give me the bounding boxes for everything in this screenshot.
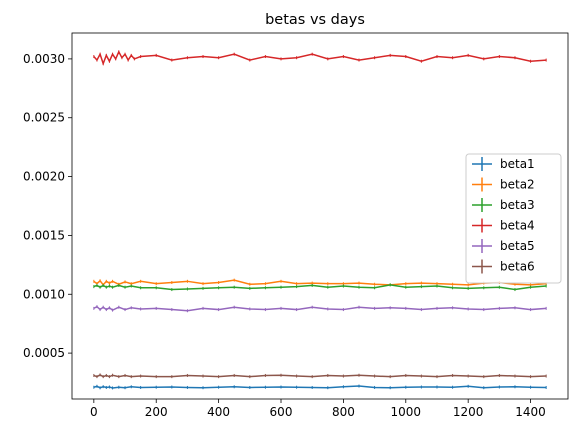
series-line-beta4 xyxy=(93,50,547,66)
series-line-beta3 xyxy=(93,284,547,291)
y-tick-label: 0.0025 xyxy=(23,111,65,125)
legend-label: beta2 xyxy=(500,178,535,192)
y-tick-label: 0.0005 xyxy=(23,346,65,360)
series-beta4 xyxy=(93,50,547,66)
legend-item-beta4: beta4 xyxy=(472,218,535,233)
y-tick-label: 0.0015 xyxy=(23,228,65,242)
legend-label: beta5 xyxy=(500,239,535,253)
x-tick-label: 1200 xyxy=(453,405,484,419)
x-tick-label: 200 xyxy=(145,405,168,419)
legend-item-beta1: beta1 xyxy=(472,157,535,171)
plot-frame xyxy=(71,32,569,400)
x-tick-label: 1000 xyxy=(391,405,422,419)
series-beta1 xyxy=(93,384,547,390)
y-tick-label: 0.0020 xyxy=(23,170,65,184)
x-tick-label: 0 xyxy=(90,405,98,419)
x-tick-label: 600 xyxy=(270,405,293,419)
x-tick-label: 400 xyxy=(207,405,230,419)
legend-label: beta1 xyxy=(500,157,535,171)
legend-item-beta6: beta6 xyxy=(472,259,535,274)
legend: beta1 beta2 beta3 beta4 beta5 beta6 xyxy=(465,153,562,284)
x-tick-label: 1400 xyxy=(515,405,546,419)
legend-label: beta6 xyxy=(500,260,535,274)
legend-item-beta2: beta2 xyxy=(472,177,535,192)
series-beta3 xyxy=(93,283,547,292)
series-layer xyxy=(93,50,547,390)
legend-label: beta4 xyxy=(500,219,535,233)
chart-title: betas vs days xyxy=(265,12,365,28)
y-tick-label: 0.0010 xyxy=(23,287,65,301)
x-axis: 0 200 400 600 800 1000 1200 1400 xyxy=(90,399,546,419)
legend-box xyxy=(465,153,562,284)
legend-item-beta5: beta5 xyxy=(472,239,535,253)
x-tick-label: 800 xyxy=(332,405,355,419)
series-line-beta5 xyxy=(93,305,547,312)
series-line-beta1 xyxy=(93,385,547,389)
series-beta5 xyxy=(93,305,547,313)
legend-item-beta3: beta3 xyxy=(472,198,535,212)
legend-label: beta3 xyxy=(500,198,535,212)
series-beta6 xyxy=(93,373,547,379)
series-line-beta6 xyxy=(93,374,547,378)
y-axis: 0.0005 0.0010 0.0015 0.0020 0.0025 0.0030 xyxy=(23,52,72,360)
y-tick-label: 0.0030 xyxy=(23,52,65,66)
